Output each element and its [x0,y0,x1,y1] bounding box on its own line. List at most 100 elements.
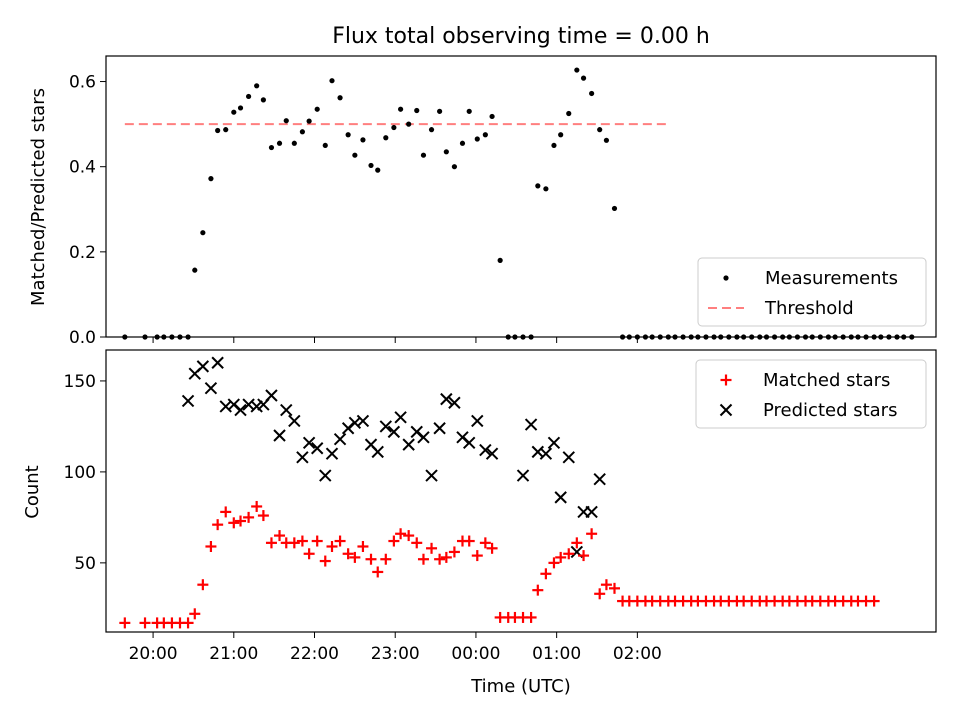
cross-b [265,389,278,402]
measurement-point [901,334,907,340]
cross-b [585,505,598,519]
cross-b [516,469,530,482]
measurement-point [597,127,603,133]
predicted-star-point [219,400,232,413]
measurement-point [589,90,595,97]
cross-b [356,414,370,428]
matched-star-point [532,584,544,596]
measurement-point [649,334,655,340]
cross-b [364,438,378,451]
matched-star-point [349,551,361,563]
measurement-point [520,334,526,340]
predicted-star-point [417,431,430,444]
measurement-point [420,152,427,158]
predicted-star-point [356,414,370,428]
matched-star-point [251,500,263,512]
matched-star-point [235,515,247,527]
measurement-point [208,176,214,182]
predicted-star-point [387,425,401,439]
measurement-point [619,334,626,340]
measurement-point [909,334,915,340]
predicted-star-point [211,356,224,369]
cross-b [387,425,401,439]
matched-star-point [365,553,377,565]
predicted-star-point [333,432,347,446]
x-tick-label: 21:00 [209,644,258,664]
cross-b [319,469,332,482]
chart-title: Flux total observing time = 0.00 h [332,24,710,49]
cross-b [273,429,286,442]
cross-b [456,431,469,444]
measurement-point [703,334,709,340]
cross-b [479,443,492,457]
measurement-point [414,107,420,114]
measurement-point [268,144,275,151]
measurement-point [459,140,466,146]
cross-b [719,403,733,417]
predicted-star-point [547,436,561,449]
predicted-star-point [310,442,324,455]
predicted-star-point [196,360,210,373]
measurement-point [603,137,610,143]
matched-star-point [486,542,498,554]
measurement-point [718,334,724,340]
cross-b [539,447,553,460]
cross-b [554,491,567,504]
legend-threshold-label: Threshold [764,298,854,319]
bottom-legend-box [695,359,927,429]
matched-star-point [372,566,384,578]
cross-b [570,545,584,559]
matched-star-point [334,535,346,547]
matched-star-point [303,548,315,560]
predicted-star-point [463,436,476,449]
cross-b [296,451,309,464]
cross-b [333,432,347,446]
matched-star-point [274,530,286,542]
matched-star-point [411,537,423,549]
predicted-star-point [554,491,567,504]
bottom-panel: 50 100 150 20:00 21:00 22:00 23:00 00:00 01:00 02… [64,349,937,664]
predicted-star-point [325,447,339,460]
predicted-star-point [296,451,309,464]
cross-b [425,469,438,482]
measurement-point [291,140,297,146]
matched-star-point [448,546,460,558]
measurement-point [169,334,175,340]
matched-star-point [555,551,567,563]
bottom-y-tick-label: 50 [74,554,96,574]
matched-star-point [586,528,598,540]
measurement-point [428,127,435,133]
predicted-star-point [379,420,393,433]
measurement-point [322,142,328,149]
matched-star-point [119,617,131,629]
matched-star-point [594,588,606,600]
x-tick-label: 23:00 [371,644,420,664]
cross-b [410,425,423,439]
measurement-point [245,93,252,100]
legend-matched-marker [720,374,732,386]
measurement-point [726,334,732,340]
measurement-point [260,97,266,103]
measurement-point [375,167,381,173]
measurement-point [894,334,900,340]
x-tick-label: 02:00 [613,644,662,664]
bottom-y-tick-label: 150 [64,372,96,392]
matched-star-point [600,579,612,591]
matched-star-point [319,555,331,567]
matched-star-point [426,542,438,554]
measurement-point [626,334,632,340]
measurement-point [832,334,838,340]
measurement-point [329,78,335,84]
measurement-point [855,334,861,340]
cross-b [463,436,476,449]
top-y-axis-label: Matched/Predicted stars [28,88,49,306]
measurement-point [711,334,717,340]
matched-star-point [563,548,575,560]
matched-star-point [388,535,400,547]
predicted-star-point [531,445,545,459]
measurement-point [672,334,678,340]
measurement-point [185,334,191,340]
predicted-star-point [562,451,575,464]
cross-b [394,411,407,424]
measurement-point [276,140,283,146]
